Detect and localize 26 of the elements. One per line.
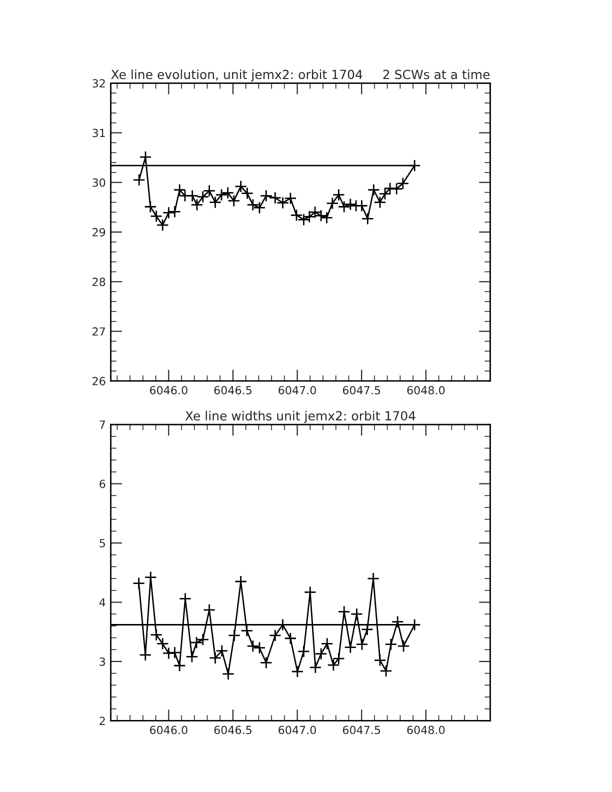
y-tick-label: 4 [99,598,106,606]
chart-subtitle: 2 SCWs at a time [383,69,490,80]
y-tick-label: 3 [100,657,106,666]
x-tick-label: 6047.5 [342,386,380,394]
y-tick-label: 2 [100,716,105,725]
x-tick-label: 6046.5 [214,386,252,394]
y-tick-label: 7 [100,420,105,429]
y-tick-label: 6 [100,480,106,488]
x-tick-label: 6047.5 [342,726,380,734]
x-tick-label: 6048.0 [407,386,445,394]
y-tick-label: 27 [92,327,105,336]
y-tick-label: 5 [100,539,105,548]
chart-title: Xe line widths unit jemx2: orbit 1704 [185,410,416,423]
x-tick-label: 6048.0 [407,726,445,734]
y-tick-label: 28 [92,278,106,286]
y-tick-label: 32 [92,79,105,88]
x-tick-label: 6047.0 [278,726,316,734]
x-tick-label: 6046.5 [214,726,252,734]
y-tick-label: 29 [92,228,106,236]
x-tick-label: 6046.0 [150,726,188,734]
y-tick-label: 30 [92,178,106,187]
x-tick-label: 6046.0 [150,386,188,394]
chart-title: Xe line evolution, unit jemx2: orbit 1704 [111,69,362,82]
y-tick-label: 26 [92,376,106,386]
y-tick-label: 31 [92,128,105,138]
x-tick-label: 6047.0 [278,386,316,394]
